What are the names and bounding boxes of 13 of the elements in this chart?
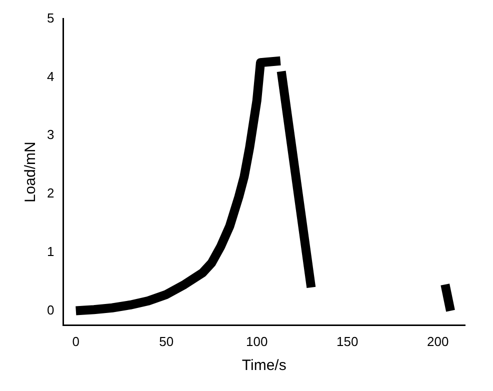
y-tick-label: 2 [46, 186, 54, 201]
y-axis-title: Load/mN [22, 142, 40, 203]
y-tick-label: 0 [46, 302, 54, 318]
y-tick-label: 4 [46, 68, 54, 84]
y-tick-label: 5 [46, 10, 54, 26]
y-tick-label: 3 [46, 127, 54, 142]
x-tick-label: 0 [72, 334, 80, 349]
x-tick-label: 50 [159, 334, 174, 349]
x-tick-label: 150 [336, 334, 358, 349]
y-tick-label: 1 [46, 244, 54, 259]
x-tick-label: 200 [427, 334, 449, 349]
x-tick-label: 100 [246, 334, 268, 349]
x-axis-title: Time/s [242, 357, 286, 374]
